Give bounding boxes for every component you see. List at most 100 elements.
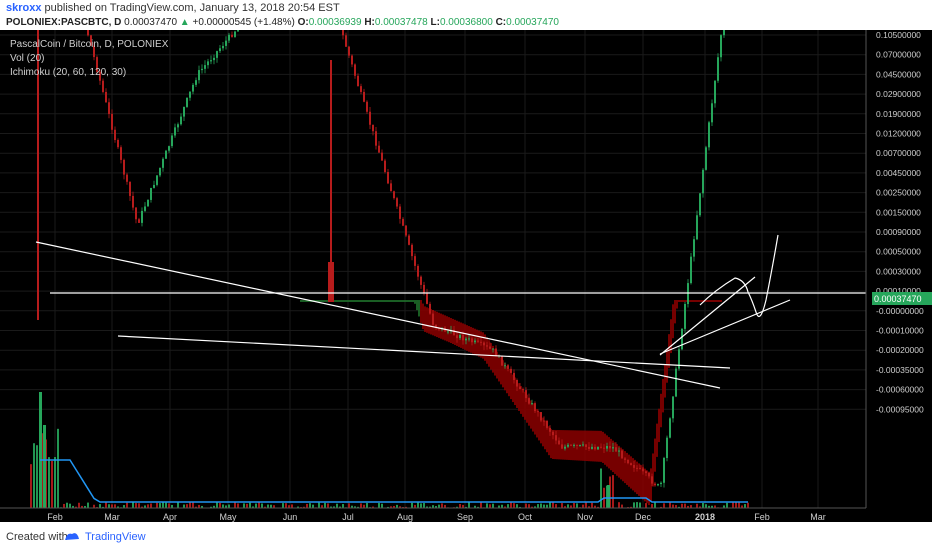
created-with-text: Created with [6, 531, 68, 543]
volume-bar [87, 502, 89, 508]
candle-body [132, 195, 134, 208]
candle-body [351, 55, 353, 65]
cloud-strip [590, 430, 592, 462]
x-tick-label: Dec [635, 512, 652, 522]
cloud-strip [516, 380, 518, 408]
candle-body [216, 51, 218, 58]
volume-bar [468, 502, 470, 508]
breakout-line [659, 276, 756, 356]
candle-body [525, 390, 527, 399]
volume-bar [405, 506, 407, 508]
volume-bar [99, 504, 101, 508]
publish-header: skroxx published on TradingView.com, Jan… [0, 0, 932, 16]
tradingview-logo-icon [65, 533, 79, 540]
cloud-strip [344, 300, 346, 302]
volume-bar [246, 503, 248, 508]
cloud-strip [372, 300, 374, 302]
cloud-strip [614, 442, 616, 474]
price-chart[interactable]: 0.10500000 0.07000000 0.04500000 0.02900000… [0, 30, 932, 522]
cloud-strip [522, 388, 524, 417]
volume-bar [288, 505, 290, 508]
volume-bar [597, 506, 599, 508]
username-link[interactable]: skroxx [6, 2, 42, 14]
volume-bar [249, 502, 251, 508]
volume-bar [333, 506, 335, 508]
candle-body [594, 446, 596, 450]
cloud-strip [718, 300, 720, 302]
volume-bar [297, 506, 299, 508]
volume-bar [237, 503, 239, 508]
cloud-strip [610, 438, 612, 471]
cloud-strip [508, 368, 510, 397]
volume-bar [543, 504, 545, 508]
volume-bar [255, 503, 257, 508]
candle-body [558, 440, 560, 445]
candle-body [522, 389, 524, 391]
candle-body [678, 349, 680, 369]
y-tick-label: -0.00035000 [876, 365, 924, 375]
candle-body [357, 75, 359, 87]
cloud-strip [556, 430, 558, 460]
volume-bar [39, 392, 42, 508]
volume-bar [312, 504, 314, 508]
volume-bar [486, 503, 488, 508]
candle-body [543, 420, 545, 422]
cloud-strip [592, 430, 594, 462]
cloud-strip [504, 363, 506, 391]
candle-body [363, 91, 365, 102]
cloud-strip [370, 300, 372, 302]
volume-bar [636, 502, 638, 508]
cloud-strip [348, 300, 350, 302]
volume-bar [474, 505, 476, 508]
volume-bar [708, 505, 710, 508]
volume-bar [429, 506, 431, 508]
candle-body [228, 34, 230, 41]
candle-body [96, 57, 98, 72]
volume-bar [585, 502, 587, 508]
volume-bar [498, 505, 500, 508]
cloud-strip [416, 300, 418, 311]
cloud-strip [410, 300, 412, 302]
cloud-strip [554, 429, 556, 460]
cloud-strip [628, 454, 630, 487]
volume-bar [363, 504, 365, 508]
cloud-strip [638, 463, 640, 496]
low-value: 0.00036800 [439, 17, 493, 28]
cloud-strip [536, 409, 538, 438]
published-text: published on TradingView.com, January 13… [44, 2, 340, 14]
volume-bar [189, 502, 191, 508]
cloud-strip [528, 397, 530, 426]
volume-bar [285, 503, 287, 508]
volume-bar [117, 506, 119, 508]
volume-bar [123, 505, 125, 508]
legend-ichimoku: Ichimoku (20, 60, 120, 30) [10, 67, 126, 78]
candle-body [600, 446, 602, 448]
volume-bar [378, 503, 380, 508]
volume-bar [105, 502, 107, 508]
candle-body [420, 276, 422, 285]
time-axis[interactable]: Feb Mar Apr May Jun Jul Aug Sep Oct Nov Dec 2018 Feb… [0, 507, 866, 522]
price-axis[interactable]: 0.10500000 0.07000000 0.04500000 0.02900000… [865, 30, 924, 508]
volume-bar [525, 503, 527, 508]
cloud-strip [526, 394, 528, 423]
cloud-strip [494, 348, 496, 376]
candle-body [414, 256, 416, 266]
volume-bar [399, 506, 401, 508]
candle-body [702, 169, 704, 194]
volume-bar [84, 506, 86, 508]
candle-body [549, 427, 551, 432]
candle-body [597, 446, 599, 450]
cloud-strip [360, 300, 362, 302]
cloud-strip [424, 306, 426, 332]
tradingview-brand[interactable]: TradingView [85, 531, 146, 543]
cloud-strip [408, 300, 410, 302]
candle-body [456, 335, 458, 339]
candle-body [708, 122, 710, 148]
cloud-strip [350, 300, 352, 302]
volume-bar [366, 503, 368, 508]
trendlines[interactable] [35, 234, 866, 389]
candle-body [519, 386, 521, 390]
candle-body [222, 45, 224, 49]
volume-bar [234, 502, 236, 508]
candle-body [468, 338, 470, 340]
